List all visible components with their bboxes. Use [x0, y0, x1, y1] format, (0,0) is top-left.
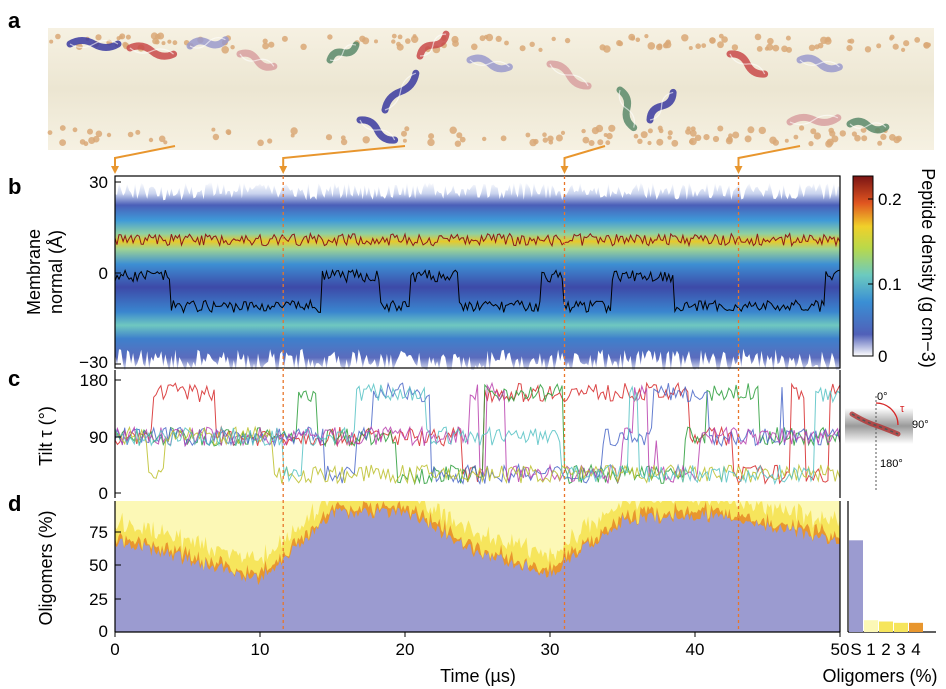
panel-d-yticks: 75 50 25 0 [89, 523, 121, 641]
helix-icon [126, 42, 178, 60]
time-tick-label: 0 [110, 640, 119, 659]
time-tick-label: 50 [831, 640, 850, 659]
panel-b-yticks: 30 0 −30 [79, 173, 121, 372]
connector-arrow-icon [279, 166, 288, 174]
b-ytick-minus30: −30 [79, 353, 108, 372]
oligomer-bar [879, 621, 893, 632]
time-axis: 0 10 20 30 40 50 [110, 632, 849, 659]
bar-axis-label: Oligomers (%) [822, 666, 937, 686]
membrane-snapshot [47, 28, 934, 150]
time-tick-label: 20 [396, 640, 415, 659]
d-ytick-75: 75 [89, 523, 108, 542]
helix-icon [356, 116, 399, 144]
panel-label-c: c [8, 366, 20, 391]
c-ytick-0: 0 [99, 484, 108, 503]
colorbar-tick-01: 0.1 [878, 275, 902, 294]
snapshot-connectors [111, 145, 801, 174]
helix-icon [66, 37, 122, 51]
tilt-series-line [114, 382, 841, 486]
tilt-series [114, 381, 841, 486]
bar-category-label: S [850, 640, 861, 659]
inset-helix-icon [849, 411, 901, 437]
b-ytick-30: 30 [89, 173, 108, 192]
tilt-series-line [114, 425, 841, 485]
helix-icon [796, 54, 843, 73]
bar-category-label: 1 [866, 640, 875, 659]
helix-icon [616, 86, 638, 132]
helix-icon [416, 30, 450, 60]
helix-icon [326, 41, 360, 64]
time-tick-label: 30 [541, 640, 560, 659]
oligomer-bar [894, 622, 908, 632]
colorbar: 0.2 0.1 0 Peptide density (g cm−3) [852, 168, 938, 368]
colorbar-label: Peptide density (g cm−3) [918, 168, 938, 368]
helix-icon [786, 113, 842, 126]
helix-icon [546, 60, 592, 90]
tilt-series-line [114, 381, 841, 484]
panel-label-a: a [8, 8, 21, 33]
helix-icon [186, 36, 229, 50]
time-axis-label: Time (µs) [440, 666, 516, 686]
helix-icon [236, 49, 278, 71]
peptide-helices [66, 30, 890, 144]
b-ylabel-line2: normal (Å) [46, 230, 66, 314]
tilt-plot [114, 370, 841, 498]
time-tick-label: 40 [686, 640, 705, 659]
helix-icon [646, 88, 677, 124]
connector-arrow-icon [560, 166, 569, 174]
bar-category-label: 3 [896, 640, 905, 659]
b-ylabel-line1: Membrane [24, 229, 44, 315]
colorbar-tick-0: 0 [878, 347, 887, 366]
d-ylabel: Oligomers (%) [36, 510, 56, 625]
inset-label-90: 90° [912, 419, 929, 431]
inset-label-180: 180° [880, 458, 903, 470]
connector-arrow-icon [111, 166, 119, 174]
d-ytick-25: 25 [89, 590, 108, 609]
oligomer-area-plot [114, 501, 841, 633]
event-markers [282, 176, 740, 632]
d-ytick-0: 0 [99, 622, 108, 641]
helix-icon [466, 54, 513, 73]
bar-category-label: 4 [911, 640, 920, 659]
density-plot [114, 175, 841, 373]
c-ylabel: Tilt τ (°) [36, 406, 56, 466]
c-ytick-90: 90 [89, 428, 108, 447]
panel-label-b: b [8, 174, 21, 199]
tilt-series-line [114, 381, 841, 485]
inset-label-0: 0° [877, 391, 888, 403]
helix-icon [846, 117, 890, 134]
c-ytick-180: 180 [80, 371, 108, 390]
lipid-headgroups [47, 32, 931, 148]
panel-label-d: d [8, 491, 21, 516]
bar-category-label: 2 [881, 640, 890, 659]
tilt-inset: 0° τ 90° 180° [845, 391, 929, 490]
helix-icon [726, 50, 769, 78]
connector-arrow-icon [734, 166, 743, 174]
colorbar-tick-02: 0.2 [878, 190, 902, 209]
oligomer-bar [864, 620, 878, 632]
b-ytick-0: 0 [99, 264, 108, 283]
inset-label-tau: τ [900, 403, 905, 415]
d-ytick-50: 50 [89, 556, 108, 575]
oligomer-bar [909, 622, 923, 632]
helix-icon [381, 69, 420, 114]
time-tick-label: 10 [251, 640, 270, 659]
oligomer-bar [849, 540, 863, 632]
panel-c-yticks: 180 90 0 [80, 371, 121, 503]
